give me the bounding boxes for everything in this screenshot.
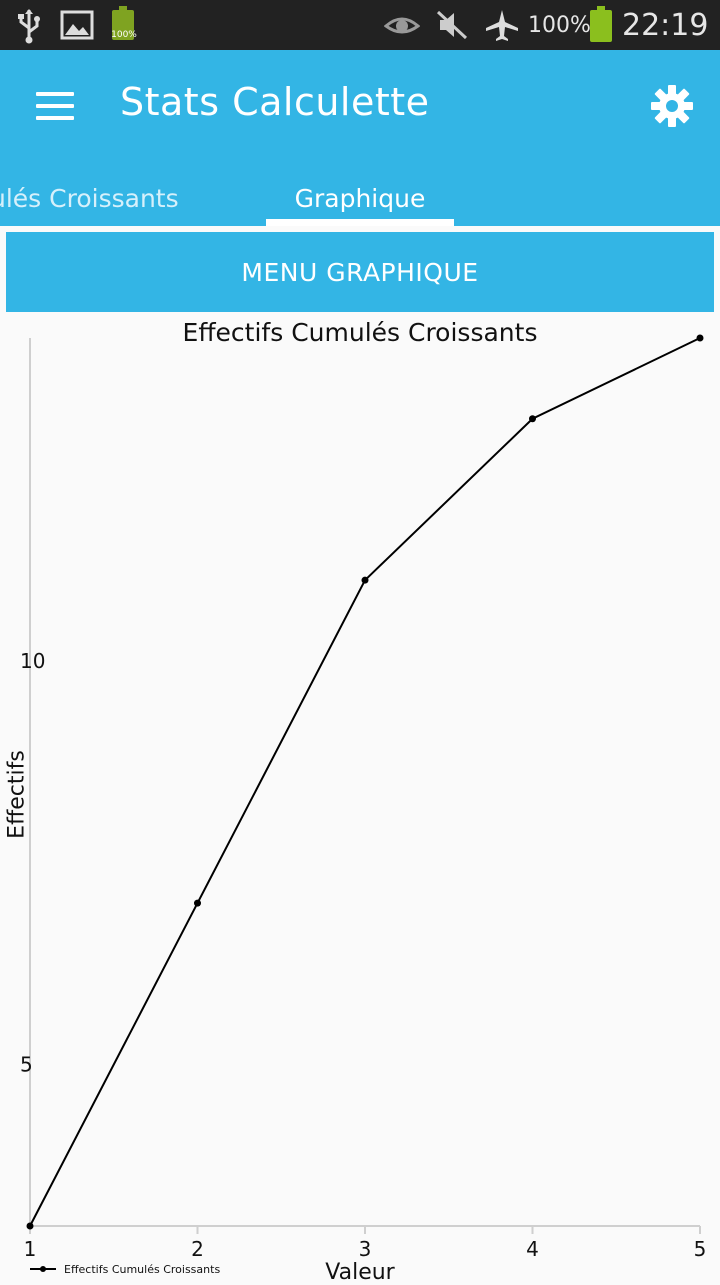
- tab-graphique[interactable]: Graphique: [294, 183, 426, 213]
- clock: 22:19: [622, 7, 709, 43]
- line-chart: 1 2 3 4 5 5 10 Effectifs Cumulés Croissants Ef…: [0, 312, 720, 1285]
- battery-icon: [590, 6, 612, 42]
- hamburger-menu-icon[interactable]: [36, 92, 76, 122]
- data-point: [696, 334, 704, 342]
- x-tick-label: 3: [359, 1237, 372, 1261]
- y-axis-label: Effectifs: [4, 750, 30, 839]
- x-tick-label: 1: [24, 1237, 37, 1261]
- legend-label: Effectifs Cumulés Croissants: [64, 1262, 221, 1276]
- mute-icon: [436, 10, 468, 40]
- app-bar: Stats Calculette ulés Croissants Graphiq…: [0, 50, 720, 226]
- status-bar: 100% 100% 22:19: [0, 0, 720, 50]
- usb-icon: [18, 9, 40, 44]
- menu-graphique-button[interactable]: MENU GRAPHIQUE: [6, 232, 714, 312]
- x-tick-label: 4: [526, 1237, 539, 1261]
- tab-effectifs-cumules[interactable]: ulés Croissants: [0, 183, 179, 213]
- x-tick-label: 2: [191, 1237, 204, 1261]
- data-point: [529, 415, 536, 423]
- series-line: [29, 337, 701, 1227]
- y-tick-label: 10: [20, 649, 45, 673]
- gear-icon[interactable]: [650, 84, 694, 128]
- data-point: [26, 1222, 34, 1230]
- x-tick-label: 5: [694, 1237, 707, 1261]
- chart-title: Effectifs Cumulés Croissants: [182, 318, 538, 347]
- x-axis-label: Valeur: [325, 1260, 395, 1285]
- data-point: [361, 576, 369, 584]
- data-point: [194, 899, 201, 907]
- chart-legend: Effectifs Cumulés Croissants: [30, 1262, 220, 1276]
- y-tick-label: 5: [20, 1053, 33, 1077]
- tab-indicator: [266, 219, 454, 226]
- eye-icon: [384, 17, 420, 34]
- battery-percent: 100%: [528, 12, 591, 38]
- legend-marker: [30, 1266, 56, 1272]
- battery-icon: [112, 6, 134, 40]
- image-icon: [60, 10, 94, 40]
- chart-canvas: 1 2 3 4 5 5 10: [20, 334, 707, 1261]
- battery-small-label: 100%: [111, 30, 137, 40]
- airplane-icon: [486, 10, 518, 41]
- tab-bar: ulés Croissants Graphique: [0, 170, 720, 226]
- app-title: Stats Calculette: [120, 80, 430, 124]
